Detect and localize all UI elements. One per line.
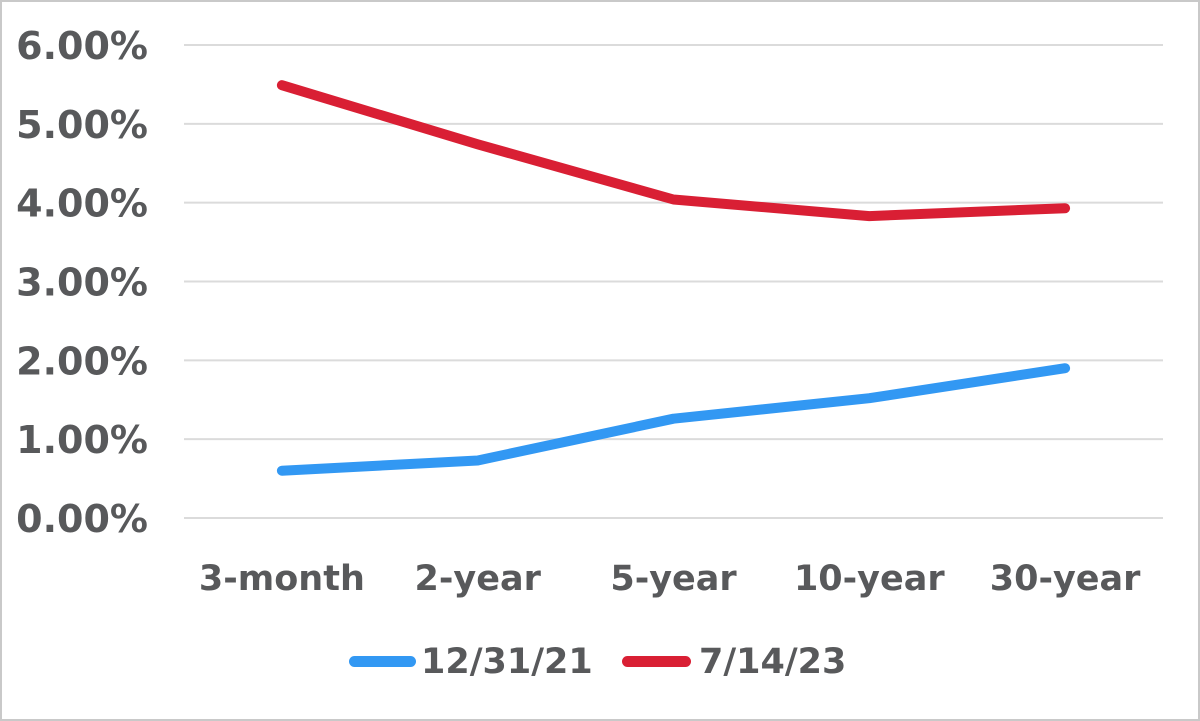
x-axis-labels: 3-month 2-year 5-year 10-year 30-year: [199, 559, 1141, 599]
series-line-1: [276, 80, 1071, 222]
gridlines: [184, 44, 1163, 519]
x-tick-label: 30-year: [990, 559, 1141, 599]
y-axis-labels: 0.00% 1.00% 2.00% 3.00% 4.00% 5.00% 6.00%: [16, 24, 148, 541]
legend-label-series-0: 12/31/21: [421, 642, 593, 682]
y-tick-label: 0.00%: [16, 497, 148, 541]
legend-swatch-series-0: [349, 656, 416, 667]
x-tick-label: 10-year: [794, 559, 945, 599]
legend-label-series-1: 7/14/23: [699, 642, 846, 682]
legend: 12/31/21 7/14/23: [349, 642, 846, 682]
y-tick-label: 4.00%: [16, 182, 148, 226]
y-tick-label: 1.00%: [16, 418, 148, 462]
y-tick-label: 3.00%: [16, 261, 148, 305]
legend-swatch-series-1: [622, 656, 691, 667]
x-tick-label: 3-month: [199, 559, 365, 599]
y-tick-label: 5.00%: [16, 103, 148, 147]
series-line-0: [276, 363, 1071, 476]
series-lines: [276, 80, 1071, 476]
y-tick-label: 2.00%: [16, 339, 148, 383]
x-tick-label: 5-year: [610, 559, 737, 599]
y-tick-label: 6.00%: [16, 24, 148, 68]
x-tick-label: 2-year: [415, 559, 542, 599]
